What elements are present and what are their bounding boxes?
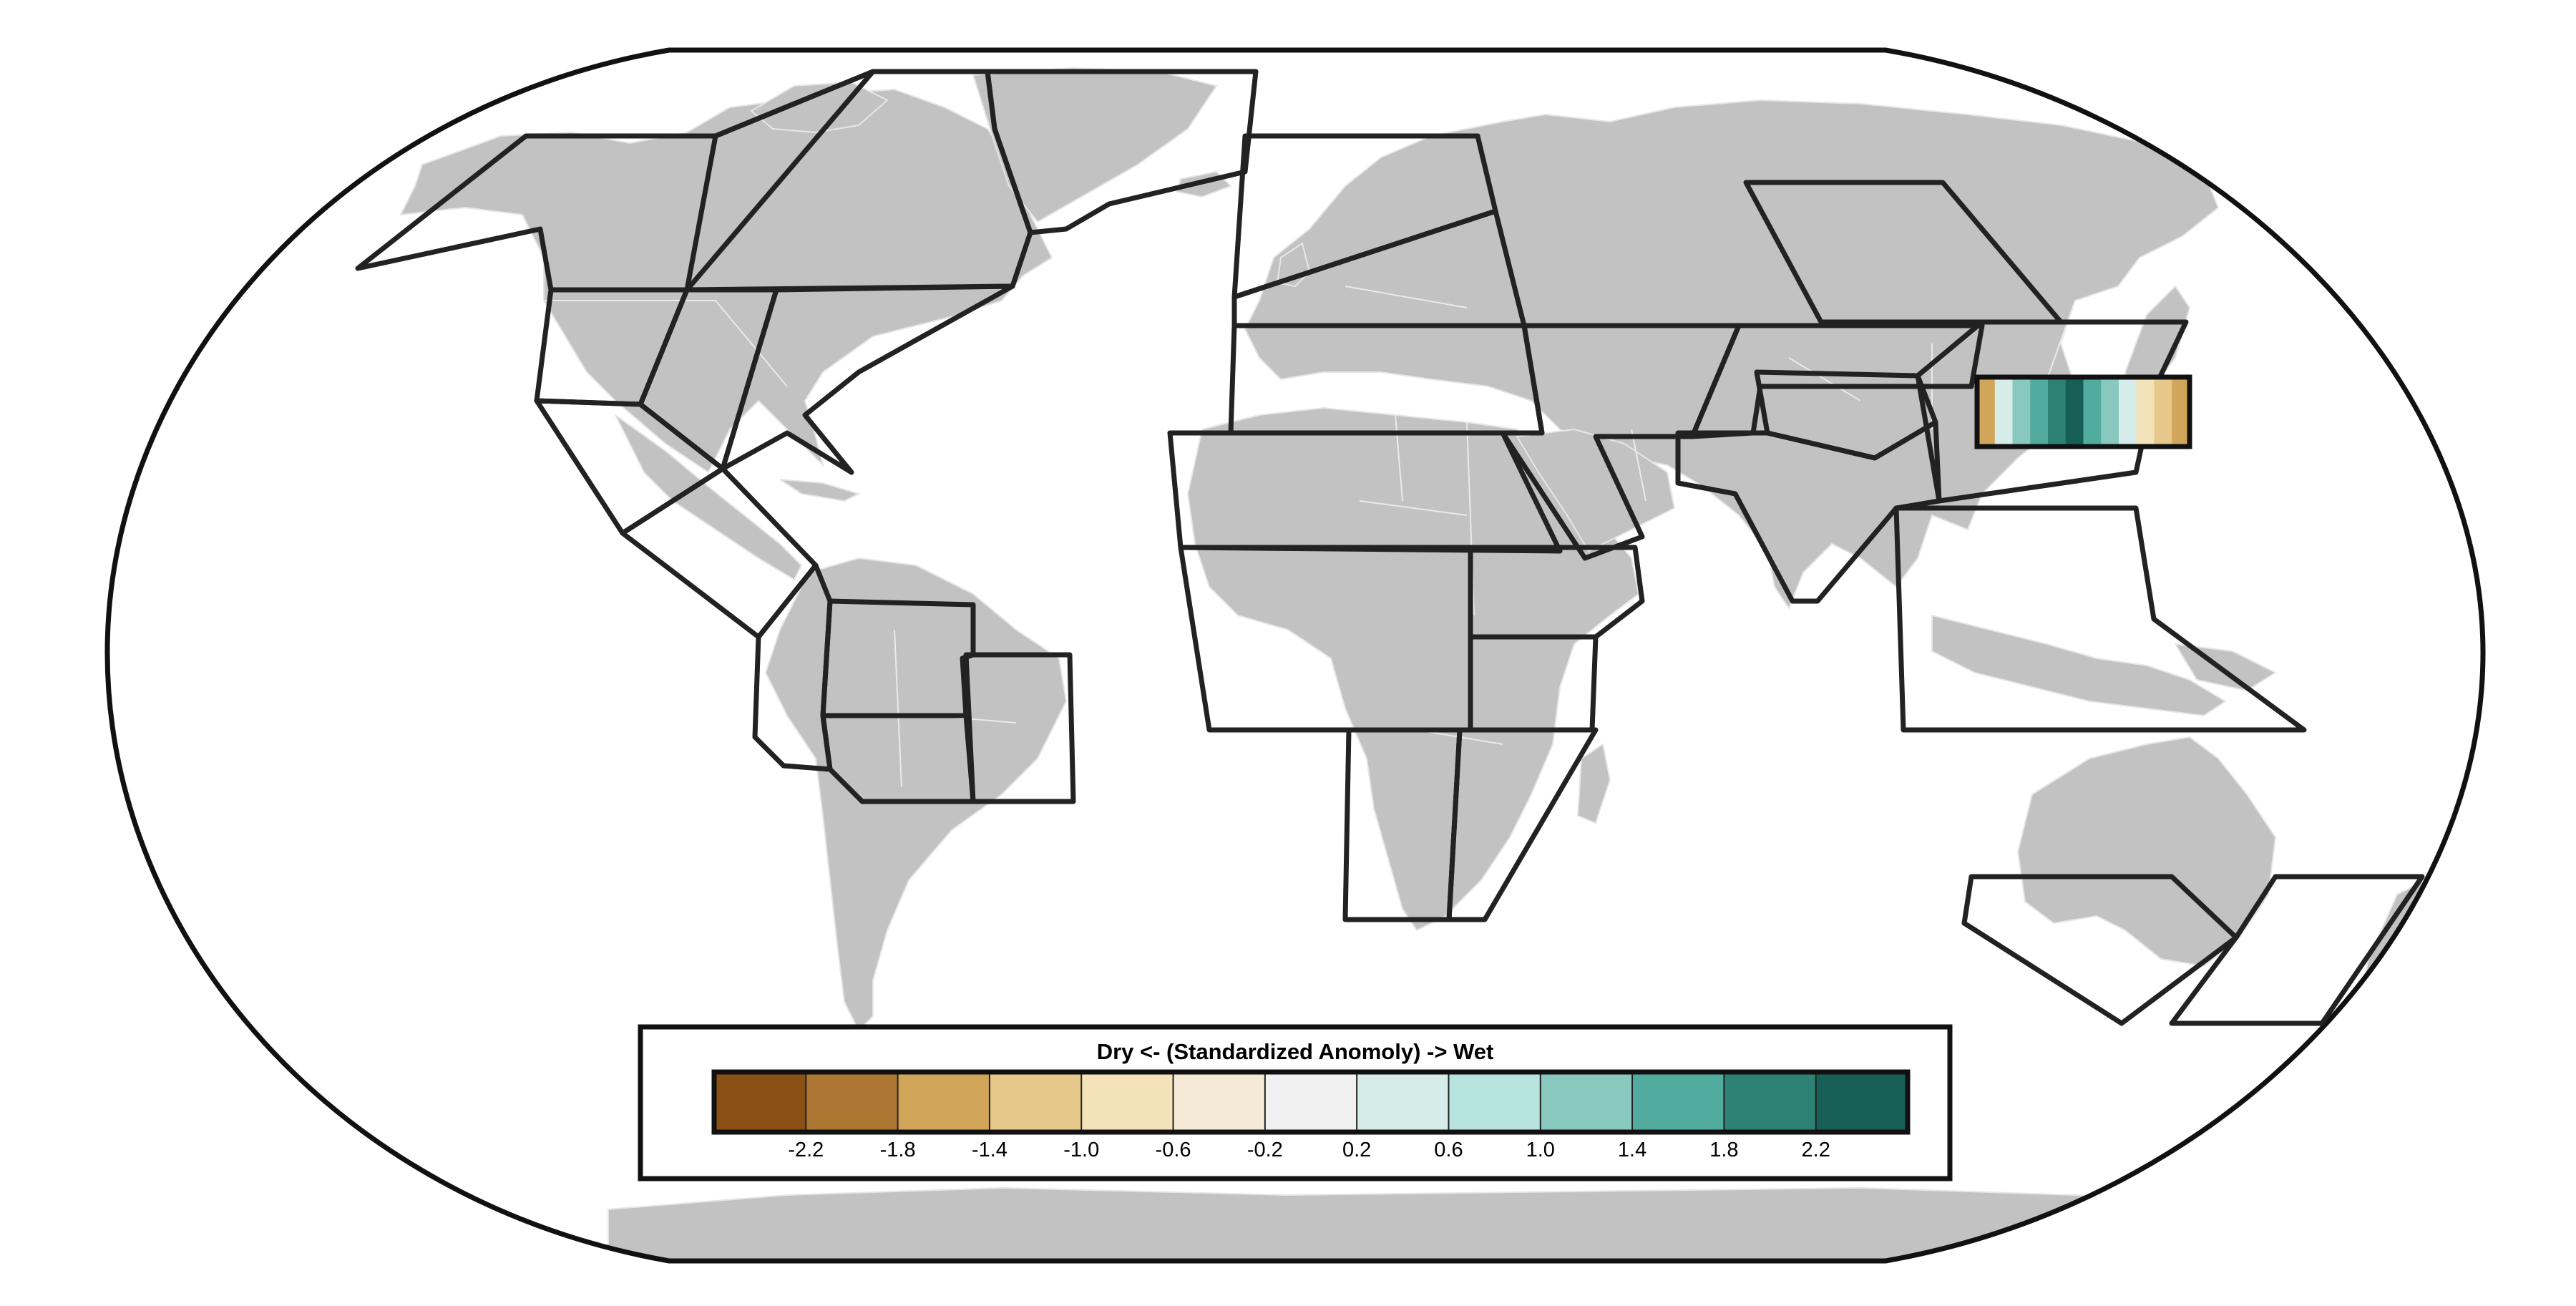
colorbar-cell	[1356, 1071, 1450, 1133]
region-east-north-america[interactable]	[720, 283, 1015, 475]
inset-swatch-cell	[1977, 377, 1996, 447]
colorbar-cells	[713, 1071, 1909, 1133]
colorbar-tick-label: 1.8	[1709, 1139, 1738, 1161]
region-east-asia[interactable]	[1915, 319, 2189, 504]
inset-swatch-cell	[1994, 377, 2013, 447]
colorbar-cell	[805, 1071, 899, 1133]
inset-swatch-cell	[2083, 377, 2102, 447]
inset-swatch-cell	[2136, 377, 2155, 447]
region-southeast-asia[interactable]	[1893, 505, 2307, 733]
colorbar-tick-label: 1.4	[1618, 1139, 1646, 1161]
antarctica-landmass	[608, 1186, 2362, 1261]
inset-swatch-cell	[2048, 377, 2067, 447]
colorbar-cell	[1448, 1071, 1542, 1133]
caribbean-islands	[779, 479, 861, 502]
colorbar-cell	[1815, 1071, 1909, 1133]
region-new-zealand[interactable]	[2169, 874, 2425, 1026]
africa-landmass	[1186, 406, 1640, 932]
colorbar-cell	[1080, 1071, 1175, 1133]
south-america-landmass	[764, 557, 1068, 1032]
region-greenland[interactable]	[985, 69, 1259, 235]
region-south-central-south-america[interactable]	[820, 713, 976, 804]
inset-swatch-cell	[2119, 377, 2137, 447]
inset-swatch	[1974, 374, 2192, 449]
region-east-africa[interactable]	[1468, 545, 1645, 640]
colorbar-cell	[1539, 1071, 1634, 1133]
map-projection-frame	[104, 47, 2486, 1264]
colorbar-cell	[1264, 1071, 1358, 1133]
new-zealand	[2360, 879, 2441, 997]
colorbar-tick-label: -1.8	[880, 1139, 916, 1161]
madagascar	[1576, 743, 1611, 824]
colorbar-cell	[897, 1071, 991, 1133]
australia-landmass	[2016, 736, 2277, 968]
colorbar-tick-label: 0.6	[1434, 1139, 1463, 1161]
colorbar-tick-label: -2.2	[788, 1139, 824, 1161]
colorbar-tick-label: 1.0	[1526, 1139, 1555, 1161]
colorbar-frame	[711, 1069, 1911, 1135]
colorbar-tick-label: -0.6	[1156, 1139, 1191, 1161]
colorbar-tick-labels: -2.2 -1.8 -1.4 -1.0 -0.6 -0.2 0.2 0.6 1.0 1.4 1.8 2…	[788, 1139, 1830, 1161]
colorbar-title: Dry <- (Standardized Anomoly) -> Wet	[1097, 1039, 1494, 1064]
north-america-landmass	[399, 88, 1053, 474]
analysis-regions	[355, 69, 2425, 1026]
region-southeast-africa[interactable]	[1446, 727, 1599, 922]
inset-swatch-cell	[2030, 377, 2049, 447]
colorbar-cell	[1172, 1071, 1267, 1133]
inset-swatch-cell	[2172, 377, 2190, 447]
inset-swatch-cell	[2101, 377, 2119, 447]
colorbar-tick-label: -1.0	[1063, 1139, 1099, 1161]
inset-swatch-cell	[2154, 377, 2172, 447]
region-sahara[interactable]	[1167, 430, 1563, 554]
colorbar-cell	[1631, 1071, 1725, 1133]
colorbar-cell	[988, 1071, 1083, 1133]
colorbar-legend: Dry <- (Standardized Anomoly) -> Wet -2.…	[638, 1024, 1953, 1181]
region-australia[interactable]	[1961, 874, 2239, 1026]
colorbar-tick-label: -0.2	[1247, 1139, 1283, 1161]
inset-swatch-cell	[2012, 377, 2031, 447]
region-alaska[interactable]	[355, 69, 876, 293]
colorbar-tick-label: 0.2	[1342, 1139, 1371, 1161]
colorbar-tick-label: 2.2	[1802, 1139, 1830, 1161]
inset-swatch-cells	[1977, 377, 2190, 447]
colorbar-tick-label: -1.4	[972, 1139, 1008, 1161]
inset-swatch-frame	[1974, 374, 2192, 449]
colorbar-cell	[1723, 1071, 1818, 1133]
colorbar-cell	[713, 1071, 807, 1133]
inset-swatch-cell	[2065, 377, 2084, 447]
maritime-southeast-asia	[1931, 614, 2227, 717]
